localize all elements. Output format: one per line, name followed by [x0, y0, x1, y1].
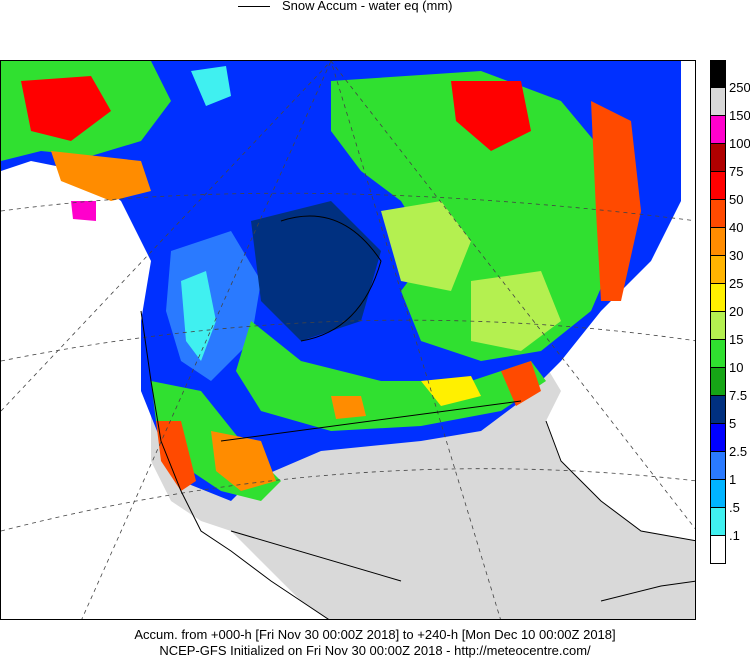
colorbar-swatch — [710, 396, 726, 424]
colorbar-swatch — [710, 256, 726, 284]
graticule — [1, 61, 695, 619]
colorbar-label: 7.5 — [729, 388, 748, 403]
snow-lightgreen-quebec — [471, 271, 561, 351]
colorbar-label: 40 — [729, 220, 744, 235]
snow-heavy-great-lakes — [331, 396, 366, 419]
colorbar-swatch — [710, 312, 726, 340]
snow-cyan-north — [191, 66, 231, 106]
colorbar-swatch — [710, 116, 726, 144]
colorbar-swatch — [710, 480, 726, 508]
snow-heavy-north-bay — [451, 81, 531, 151]
snow-heavy-greenland-east — [591, 101, 641, 301]
snow-heavy-rockies — [211, 431, 276, 491]
footer-model-source: NCEP-GFS Initialized on Fri Nov 30 00:00… — [159, 643, 591, 658]
colorbar — [710, 60, 726, 564]
colorbar-swatch — [710, 200, 726, 228]
snow-lightgreen-labrador — [381, 201, 471, 291]
colorbar-swatch — [710, 144, 726, 172]
colorbar-swatch — [710, 508, 726, 536]
colorbar-swatch — [710, 60, 726, 88]
colorbar-swatch — [710, 88, 726, 116]
colorbar-label: 150 — [729, 108, 750, 123]
colorbar-label: 1 — [729, 472, 737, 487]
colorbar-label: 20 — [729, 304, 744, 319]
snow-extreme-alaska — [71, 201, 96, 221]
snow-yellow-northeast — [421, 376, 481, 406]
us-mexico-land — [151, 371, 695, 619]
colorbar-swatch — [710, 172, 726, 200]
snow-cyan-rockies — [181, 271, 216, 361]
snow-heavy-new-england — [501, 361, 541, 406]
footer-accumulation-period: Accum. from +000-h [Fri Nov 30 00:00Z 20… — [134, 627, 616, 642]
colorbar-label: .1 — [729, 528, 740, 543]
snow-heavy-pacific-nw — [156, 421, 196, 491]
snow-darkblue-core — [251, 201, 381, 341]
colorbar-label: 50 — [729, 192, 744, 207]
map-panel — [0, 60, 696, 620]
snow-heavy-south-alaska — [51, 151, 151, 201]
colorbar-swatch — [710, 368, 726, 396]
colorbar-swatch — [710, 340, 726, 368]
snow-heavy-alaska — [21, 76, 111, 141]
colorbar-label: 2.5 — [729, 444, 748, 459]
colorbar-label: 15 — [729, 332, 744, 347]
snow-green-east — [331, 71, 621, 361]
colorbar-label: 25 — [729, 276, 744, 291]
snow-accumulation-map — [1, 61, 695, 619]
coastlines — [140, 215, 695, 619]
colorbar-swatch — [710, 452, 726, 480]
colorbar-swatch — [710, 228, 726, 256]
snow-green-band — [236, 321, 546, 431]
colorbar-label: 100 — [729, 136, 750, 151]
colorbar-label: 250 — [729, 80, 750, 95]
colorbar-swatch — [710, 536, 726, 564]
colorbar-label: 10 — [729, 360, 744, 375]
colorbar-label: 5 — [729, 416, 737, 431]
colorbar-swatch — [710, 424, 726, 452]
legend-line-sample — [238, 6, 270, 7]
colorbar-label: .5 — [729, 500, 740, 515]
colorbar-label: 30 — [729, 248, 744, 263]
legend-title: Snow Accum - water eq (mm) — [282, 0, 453, 13]
colorbar-label: 75 — [729, 164, 744, 179]
colorbar-swatch — [710, 284, 726, 312]
